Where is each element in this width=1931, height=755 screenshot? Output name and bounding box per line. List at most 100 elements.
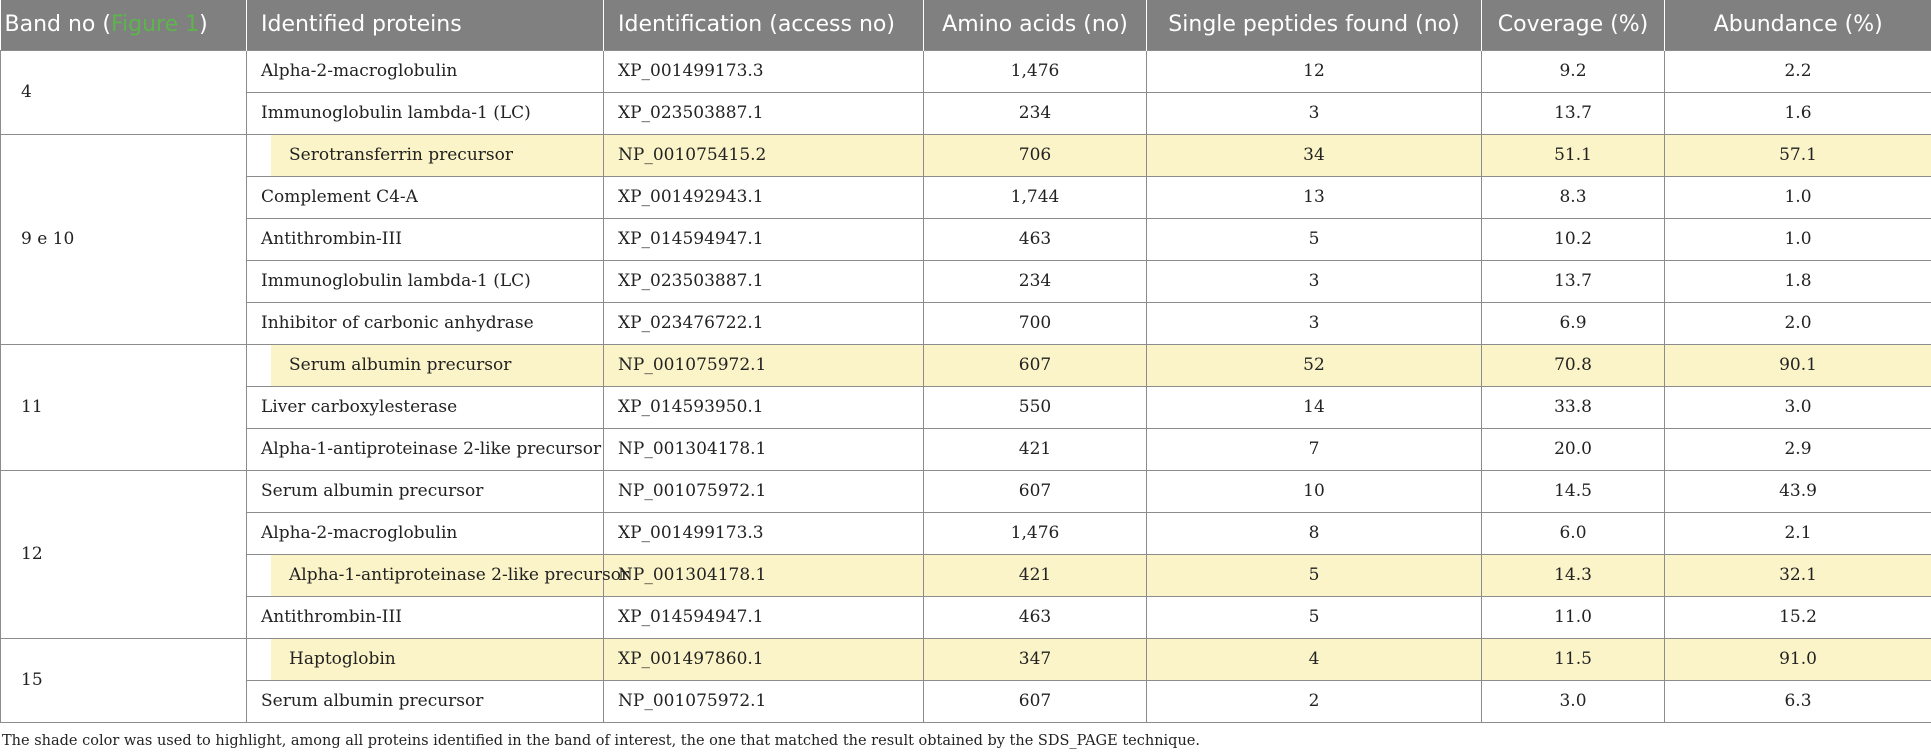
protein-name-cell: Antithrombin-III bbox=[246, 217, 604, 261]
protein-name-cell: Immunoglobulin lambda-1 (LC) bbox=[246, 259, 604, 303]
amino-acids-cell: 347 bbox=[923, 637, 1147, 681]
single-peptides-cell: 8 bbox=[1146, 511, 1482, 555]
header-identification-access: Identification (access no) bbox=[603, 0, 924, 50]
abundance-cell: 2.2 bbox=[1664, 49, 1931, 93]
access-number-cell: NP_001075972.1 bbox=[603, 469, 924, 513]
single-peptides-cell: 5 bbox=[1146, 553, 1482, 597]
single-peptides-cell: 3 bbox=[1146, 91, 1482, 135]
abundance-cell: 57.1 bbox=[1664, 133, 1931, 177]
access-number-cell: NP_001304178.1 bbox=[603, 553, 924, 597]
amino-acids-cell: 234 bbox=[923, 259, 1147, 303]
single-peptides-cell: 3 bbox=[1146, 301, 1482, 345]
coverage-cell: 14.5 bbox=[1481, 469, 1665, 513]
amino-acids-cell: 607 bbox=[923, 679, 1147, 723]
single-peptides-cell: 2 bbox=[1146, 679, 1482, 723]
access-number-cell: NP_001075415.2 bbox=[603, 133, 924, 177]
coverage-cell: 11.5 bbox=[1481, 637, 1665, 681]
abundance-cell: 91.0 bbox=[1664, 637, 1931, 681]
header-identified-proteins: Identified proteins bbox=[246, 0, 604, 50]
coverage-cell: 13.7 bbox=[1481, 259, 1665, 303]
header-band-prefix: Band no ( bbox=[4, 12, 111, 38]
table-row: Complement C4-A XP_001492943.1 1,744 13 8.3 1… bbox=[1, 175, 1931, 219]
amino-acids-cell: 607 bbox=[923, 343, 1147, 387]
amino-acids-cell: 463 bbox=[923, 217, 1147, 261]
protein-name-cell: Alpha-2-macroglobulin bbox=[246, 49, 604, 93]
table-row: Immunoglobulin lambda-1 (LC) XP_023503887… bbox=[1, 259, 1931, 303]
table-row: Serum albumin precursor NP_001075972.1 607… bbox=[1, 679, 1931, 723]
band-number-cell: 12 bbox=[0, 469, 247, 639]
access-number-cell: XP_001499173.3 bbox=[603, 511, 924, 555]
access-number-cell: XP_014593950.1 bbox=[603, 385, 924, 429]
header-band-no: Band no (Figure 1) bbox=[0, 0, 247, 50]
abundance-cell: 15.2 bbox=[1664, 595, 1931, 639]
table-row: 15 Haptoglobin XP_001497860.1 347 4 11.5 91.0 bbox=[0, 637, 1931, 723]
single-peptides-cell: 7 bbox=[1146, 427, 1482, 471]
single-peptides-cell: 4 bbox=[1146, 637, 1482, 681]
protein-name-cell: Serum albumin precursor bbox=[246, 343, 604, 387]
amino-acids-cell: 421 bbox=[923, 553, 1147, 597]
table-body: 4 Alpha-2-macroglobulin XP_001499173.3 1,47… bbox=[0, 49, 1931, 723]
protein-name-cell: Serum albumin precursor bbox=[246, 679, 604, 723]
table-row: Antithrombin-III XP_014594947.1 463 5 11.0 15… bbox=[1, 595, 1931, 639]
protein-name-cell: Alpha-1-antiproteinase 2-like precursor bbox=[246, 553, 629, 597]
protein-name-cell: Haptoglobin bbox=[246, 637, 604, 681]
access-number-cell: XP_014594947.1 bbox=[603, 595, 924, 639]
single-peptides-cell: 3 bbox=[1146, 259, 1482, 303]
single-peptides-cell: 13 bbox=[1146, 175, 1482, 219]
table-header: Band no (Figure 1) Identified proteins I… bbox=[0, 0, 1931, 50]
amino-acids-cell: 700 bbox=[923, 301, 1147, 345]
coverage-cell: 9.2 bbox=[1481, 49, 1665, 93]
table-row: 9 e 10 Serotransferrin precursor NP_001075… bbox=[0, 133, 1931, 345]
protein-name-cell: Alpha-2-macroglobulin bbox=[246, 511, 604, 555]
abundance-cell: 1.0 bbox=[1664, 217, 1931, 261]
single-peptides-cell: 12 bbox=[1146, 49, 1482, 93]
table-row: 12 Serum albumin precursor NP_001075972.1 6… bbox=[0, 469, 1931, 639]
amino-acids-cell: 1,476 bbox=[923, 49, 1147, 93]
header-row: Band no (Figure 1) Identified proteins I… bbox=[0, 0, 1931, 50]
table-row: Alpha-1-antiproteinase 2-like precursor N… bbox=[1, 427, 1931, 471]
abundance-cell: 2.0 bbox=[1664, 301, 1931, 345]
protein-name-cell: Inhibitor of carbonic anhydrase bbox=[246, 301, 604, 345]
coverage-cell: 51.1 bbox=[1481, 133, 1665, 177]
header-amino-acids: Amino acids (no) bbox=[923, 0, 1147, 50]
abundance-cell: 3.0 bbox=[1664, 385, 1931, 429]
access-number-cell: XP_014594947.1 bbox=[603, 217, 924, 261]
figure-1-link[interactable]: Figure 1 bbox=[110, 12, 200, 38]
access-number-cell: XP_001497860.1 bbox=[603, 637, 924, 681]
abundance-cell: 6.3 bbox=[1664, 679, 1931, 723]
coverage-cell: 10.2 bbox=[1481, 217, 1665, 261]
amino-acids-cell: 1,476 bbox=[923, 511, 1147, 555]
header-band-suffix: ) bbox=[199, 12, 208, 38]
access-number-cell: XP_001492943.1 bbox=[603, 175, 924, 219]
single-peptides-cell: 5 bbox=[1146, 595, 1482, 639]
amino-acids-cell: 463 bbox=[923, 595, 1147, 639]
access-number-cell: NP_001304178.1 bbox=[603, 427, 924, 471]
abundance-cell: 1.8 bbox=[1664, 259, 1931, 303]
single-peptides-cell: 52 bbox=[1146, 343, 1482, 387]
band-number-cell: 9 e 10 bbox=[0, 133, 247, 345]
table-footnote: The shade color was used to highlight, a… bbox=[2, 733, 1200, 749]
coverage-cell: 8.3 bbox=[1481, 175, 1665, 219]
coverage-cell: 11.0 bbox=[1481, 595, 1665, 639]
amino-acids-cell: 1,744 bbox=[923, 175, 1147, 219]
header-abundance: Abundance (%) bbox=[1664, 0, 1931, 50]
protein-identification-table: Band no (Figure 1) Identified proteins I… bbox=[0, 0, 1931, 723]
amino-acids-cell: 706 bbox=[923, 133, 1147, 177]
table-row: Immunoglobulin lambda-1 (LC) XP_023503887… bbox=[1, 91, 1931, 135]
amino-acids-cell: 234 bbox=[923, 91, 1147, 135]
amino-acids-cell: 607 bbox=[923, 469, 1147, 513]
abundance-cell: 2.9 bbox=[1664, 427, 1931, 471]
access-number-cell: NP_001075972.1 bbox=[603, 679, 924, 723]
protein-name-cell: Serotransferrin precursor bbox=[246, 133, 604, 177]
protein-name-cell: Complement C4-A bbox=[246, 175, 604, 219]
single-peptides-cell: 34 bbox=[1146, 133, 1482, 177]
coverage-cell: 13.7 bbox=[1481, 91, 1665, 135]
coverage-cell: 20.0 bbox=[1481, 427, 1665, 471]
access-number-cell: XP_023476722.1 bbox=[603, 301, 924, 345]
abundance-cell: 2.1 bbox=[1664, 511, 1931, 555]
access-number-cell: XP_001499173.3 bbox=[603, 49, 924, 93]
coverage-cell: 33.8 bbox=[1481, 385, 1665, 429]
abundance-cell: 1.0 bbox=[1664, 175, 1931, 219]
abundance-cell: 90.1 bbox=[1664, 343, 1931, 387]
protein-name-cell: Antithrombin-III bbox=[246, 595, 604, 639]
